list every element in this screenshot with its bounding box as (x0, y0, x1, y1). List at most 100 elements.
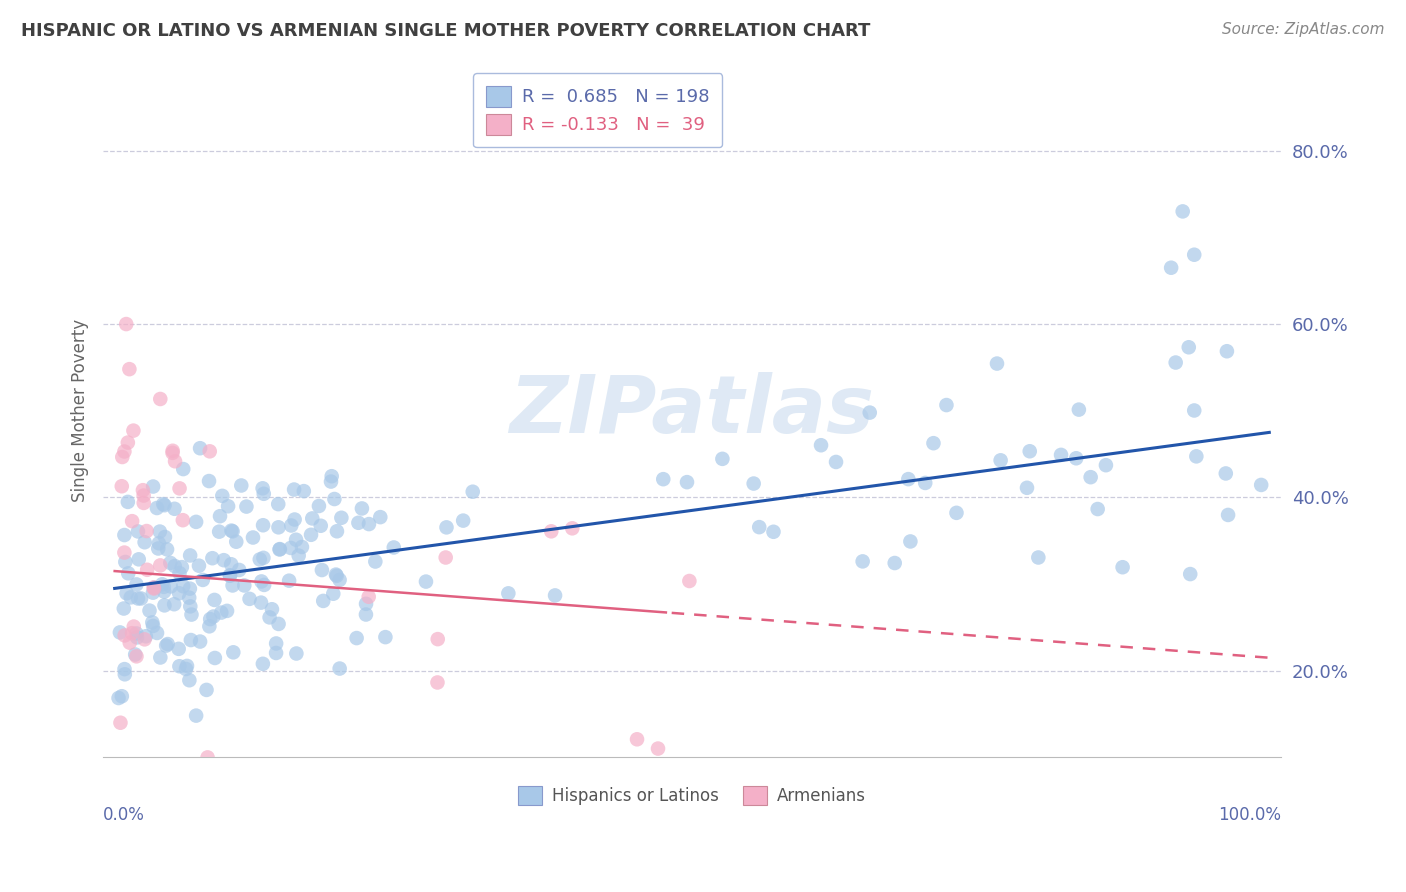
Point (217, 500, 239, 514)
Point (922, 436, 945, 450)
Point (461, 484, 484, 499)
Point (204, 593, 226, 607)
Point (120, 591, 142, 605)
Point (1216, 344, 1239, 359)
Point (329, 662, 352, 676)
Point (883, 556, 905, 570)
Point (269, 542, 291, 557)
Point (197, 750, 219, 764)
Point (252, 481, 274, 495)
Point (215, 604, 238, 618)
Point (122, 424, 145, 438)
Point (231, 478, 253, 492)
Point (195, 682, 218, 697)
Point (165, 454, 187, 468)
Point (179, 599, 201, 614)
Point (498, 586, 520, 600)
Point (170, 560, 193, 574)
Point (762, 524, 785, 539)
Point (143, 581, 166, 595)
Point (146, 626, 169, 640)
Point (278, 574, 301, 588)
Point (198, 612, 221, 626)
Point (221, 524, 243, 538)
Point (125, 631, 148, 645)
Point (228, 563, 250, 577)
Point (142, 581, 165, 595)
Point (117, 435, 139, 450)
Point (250, 596, 273, 610)
Point (115, 317, 138, 331)
Point (269, 542, 291, 557)
Point (111, 450, 134, 464)
Point (149, 392, 172, 406)
Point (329, 573, 352, 587)
Point (287, 549, 309, 563)
Point (163, 501, 186, 516)
Point (626, 732, 648, 747)
Point (259, 610, 281, 624)
Point (1087, 502, 1109, 516)
Point (149, 524, 172, 539)
Point (136, 563, 159, 577)
Point (354, 607, 377, 622)
Point (1250, 478, 1272, 492)
Point (374, 630, 396, 644)
Point (897, 472, 920, 486)
Point (264, 636, 287, 650)
Point (1177, 340, 1199, 354)
Point (326, 524, 349, 539)
Point (153, 599, 176, 613)
Point (285, 533, 308, 547)
Point (134, 535, 156, 549)
Point (184, 515, 207, 529)
Point (179, 582, 201, 596)
Point (125, 577, 148, 591)
Point (330, 510, 353, 524)
Point (188, 558, 211, 573)
Point (204, 651, 226, 665)
Point (221, 578, 243, 592)
Text: ZIPatlas: ZIPatlas (509, 372, 875, 450)
Point (148, 541, 170, 556)
Point (208, 509, 231, 524)
Point (252, 518, 274, 533)
Text: 0.0%: 0.0% (103, 806, 145, 824)
Point (267, 497, 290, 511)
Point (112, 444, 135, 458)
Point (311, 563, 333, 577)
Point (167, 586, 190, 600)
Point (233, 578, 256, 592)
Point (179, 591, 201, 605)
Point (678, 574, 700, 588)
Point (1182, 403, 1205, 417)
Point (544, 589, 567, 603)
Point (235, 500, 257, 514)
Point (121, 626, 143, 640)
Point (188, 634, 211, 648)
Point (1164, 355, 1187, 369)
Point (135, 629, 157, 643)
Point (323, 491, 346, 506)
Point (346, 631, 368, 645)
Point (748, 520, 770, 534)
Point (914, 475, 936, 490)
Point (138, 604, 160, 618)
Point (162, 446, 184, 460)
Point (364, 555, 387, 569)
Point (742, 476, 765, 491)
Point (172, 513, 194, 527)
Point (148, 536, 170, 550)
Point (426, 675, 449, 690)
Point (211, 489, 233, 503)
Point (283, 483, 305, 497)
Point (180, 633, 202, 648)
Point (122, 619, 145, 633)
Point (1080, 470, 1102, 484)
Point (111, 690, 134, 704)
Point (117, 566, 139, 581)
Point (169, 566, 191, 581)
Point (132, 483, 155, 498)
Point (117, 495, 139, 509)
Point (174, 662, 197, 676)
